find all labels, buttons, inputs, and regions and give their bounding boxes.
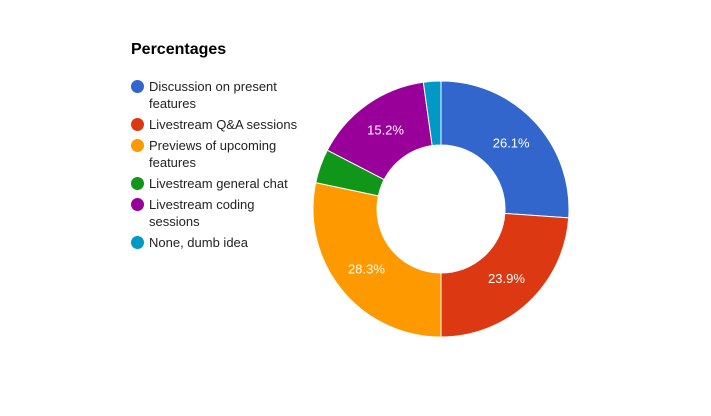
legend-item[interactable]: Livestream general chat [131, 175, 301, 192]
legend-label: Livestream Q&A sessions [149, 117, 298, 132]
legend-swatch [131, 236, 144, 249]
legend: Discussion on present features Livestrea… [131, 78, 301, 255]
slice-label: 28.3% [348, 261, 385, 276]
legend-item[interactable]: None, dumb idea [131, 234, 301, 251]
slice-label: 23.9% [488, 271, 525, 286]
pie-slice[interactable] [440, 212, 570, 338]
legend-swatch [131, 198, 144, 211]
legend-item[interactable]: Discussion on present features [131, 78, 301, 112]
legend-swatch [131, 118, 144, 131]
legend-item[interactable]: Livestream coding sessions [131, 196, 301, 230]
legend-label: None, dumb idea [149, 235, 249, 250]
legend-swatch [131, 139, 144, 152]
chart-title: Percentages [131, 41, 227, 58]
legend-item[interactable]: Livestream Q&A sessions [131, 116, 301, 133]
slice-label: 26.1% [493, 136, 530, 151]
pie-slice[interactable] [440, 80, 570, 219]
legend-swatch [131, 80, 144, 93]
pie-slice[interactable] [422, 80, 442, 147]
legend-item[interactable]: Previews of upcoming features [131, 137, 301, 171]
legend-label: Livestream general chat [149, 176, 288, 191]
slice-label: 15.2% [367, 123, 404, 138]
legend-label: Previews of upcoming features [149, 138, 277, 170]
legend-swatch [131, 177, 144, 190]
legend-label: Livestream coding sessions [149, 197, 255, 229]
legend-label: Discussion on present features [149, 79, 277, 111]
pie-slice[interactable] [312, 182, 442, 338]
